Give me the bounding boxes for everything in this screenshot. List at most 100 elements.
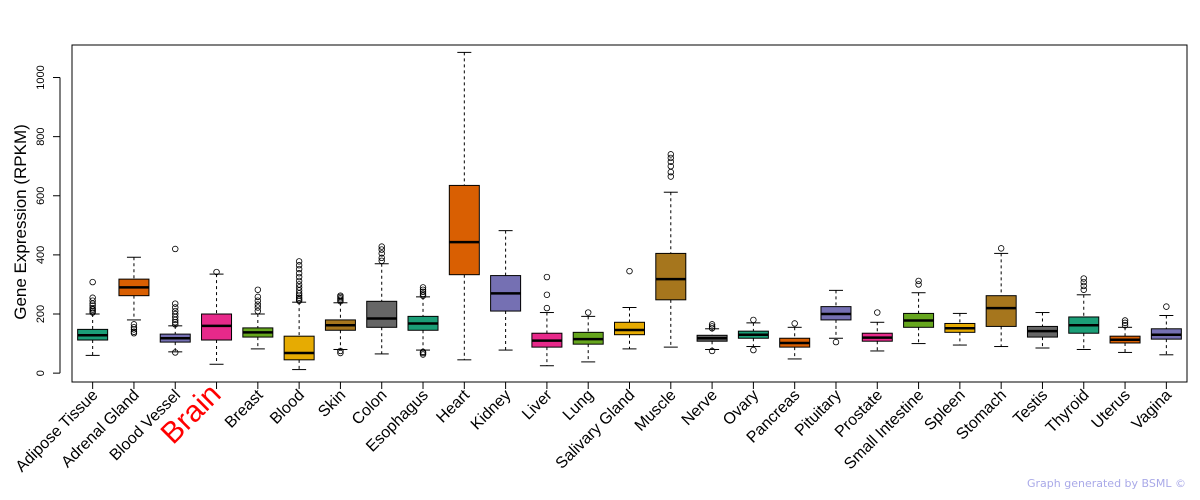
outlier-point [667,151,674,158]
box-lung [572,309,604,363]
outlier-point [295,284,303,291]
x-label-nerve: Nerve [679,387,721,429]
iqr-box [283,335,315,361]
outlier-point [667,163,674,170]
outlier-point [626,267,633,275]
outlier-point [791,320,798,327]
y-axis-label: Gene Expression (RPKM) [11,124,30,320]
x-label-vagina: Vagina [1129,387,1175,433]
box-stomach [985,245,1017,348]
box-prostate [861,309,893,352]
outlier-point [254,286,262,293]
iqr-box [655,252,687,301]
outlier-point [89,304,96,312]
outlier-point [832,338,840,346]
box-breast [242,286,274,350]
x-label-breast: Breast [222,386,267,431]
outlier-point [254,304,262,311]
box-spleen [944,312,976,346]
box-nerve [696,321,728,355]
outlier-point [1080,275,1087,282]
y-tick-label-200: 200 [35,305,47,323]
outlier-point [295,294,303,301]
outlier-point [89,294,96,301]
box-kidney [490,230,522,351]
outlier-point [172,307,179,315]
outlier-point [874,309,881,316]
outlier-point [254,293,262,301]
outlier-point [295,277,303,285]
box-salivary-gland [614,267,645,350]
outlier-point [295,273,303,281]
outlier-point [1121,319,1129,327]
outlier-point [295,281,303,288]
outlier-point [997,245,1005,252]
outlier-point [667,154,674,162]
outlier-point [750,316,757,324]
outlier-point [295,262,303,269]
outlier-point [172,304,179,311]
outlier-point [419,286,427,293]
outlier-point [172,245,179,253]
y-tick-label-400: 400 [35,246,47,264]
box-pituitary [820,289,852,346]
box-adipose-tissue [77,278,109,356]
outlier-point [337,349,344,357]
outlier-point [419,290,427,298]
outlier-point [419,348,427,356]
iqr-box [985,295,1017,327]
outlier-point [89,302,96,309]
outlier-point [708,321,716,328]
box-small-intestine [903,277,935,345]
box-muscle [655,151,687,348]
outlier-point [337,292,344,299]
box-pancreas [779,320,811,360]
outlier-point [1080,286,1087,293]
y-tick-label-0: 0 [35,370,47,376]
outlier-point [543,291,551,298]
y-tick-label-1000: 1000 [35,65,47,89]
outlier-point [708,347,716,355]
outlier-point [295,258,303,265]
iqr-box [448,184,480,276]
outlier-point [750,346,757,354]
outlier-point [254,307,262,315]
outlier-point [1121,322,1129,329]
iqr-box [366,300,398,328]
outlier-point [419,288,427,296]
x-label-muscle: Muscle [632,387,680,435]
outlier-point [130,321,138,328]
x-label-thyroid: Thyroid [1043,387,1093,437]
outlier-point [172,321,179,328]
outlier-point [1163,303,1170,310]
box-brain [201,268,233,365]
outlier-point [172,310,179,318]
x-label-liver: Liver [519,386,556,423]
box-vagina [1150,303,1182,356]
outlier-point [378,257,385,264]
outlier-point [89,297,96,304]
box-uterus [1109,317,1141,353]
x-label-uterus: Uterus [1089,387,1134,432]
x-label-blood: Blood [267,387,308,428]
outlier-point [254,297,262,304]
outlier-point [172,300,179,307]
box-liver [531,273,563,367]
outlier-point [213,268,220,276]
box-esophagus [407,284,439,358]
x-label-lung: Lung [560,387,597,424]
box-thyroid [1068,275,1100,350]
outlier-point [337,347,344,355]
box-blood [283,258,315,371]
outlier-point [667,158,674,165]
boxes-layer [77,51,1182,371]
outlier-point [667,173,674,180]
outlier-point [89,278,96,286]
outlier-point [130,324,138,331]
outlier-point [254,301,262,308]
outlier-point [1080,282,1087,290]
outlier-point [378,254,385,262]
outlier-point [378,243,385,250]
